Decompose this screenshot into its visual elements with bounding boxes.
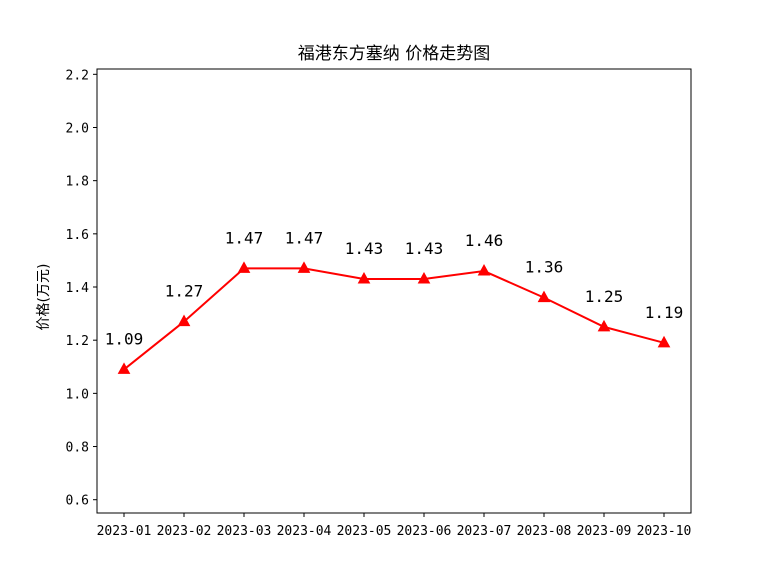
data-label: 1.46 bbox=[465, 231, 504, 250]
x-tick-label: 2023-02 bbox=[157, 524, 212, 539]
series-line bbox=[123, 267, 665, 371]
data-point-marker bbox=[537, 290, 551, 303]
data-label: 1.47 bbox=[285, 228, 324, 247]
y-tick-label: 0.8 bbox=[66, 441, 89, 456]
data-label: 1.25 bbox=[585, 287, 624, 306]
data-point-marker bbox=[297, 261, 311, 273]
y-tick-label: 1.4 bbox=[66, 281, 90, 296]
data-point-marker bbox=[477, 264, 491, 276]
data-label: 1.19 bbox=[645, 303, 684, 322]
data-point-marker bbox=[237, 261, 251, 273]
data-point-marker bbox=[417, 271, 431, 284]
data-label: 1.47 bbox=[225, 228, 264, 247]
x-tick-label: 2023-07 bbox=[457, 524, 512, 539]
data-point-marker bbox=[357, 271, 371, 284]
x-tick-label: 2023-06 bbox=[397, 524, 452, 539]
chart-title: 福港东方塞纳 价格走势图 bbox=[298, 44, 490, 64]
data-point-marker bbox=[597, 319, 611, 332]
y-tick-label: 1.2 bbox=[66, 334, 89, 349]
data-label: 1.27 bbox=[165, 282, 204, 301]
x-tick-label: 2023-08 bbox=[517, 524, 572, 539]
data-point-marker bbox=[657, 335, 671, 348]
y-tick-label: 2.2 bbox=[66, 68, 89, 83]
x-tick-label: 2023-05 bbox=[337, 524, 392, 539]
data-label: 1.43 bbox=[405, 239, 444, 258]
x-tick-label: 2023-09 bbox=[577, 524, 632, 539]
x-tick-label: 2023-01 bbox=[97, 524, 152, 539]
x-tick-label: 2023-10 bbox=[637, 524, 692, 539]
y-axis-label: 价格(万元) bbox=[36, 264, 52, 331]
x-tick-label: 2023-04 bbox=[277, 524, 332, 539]
y-tick-label: 2.0 bbox=[66, 121, 89, 136]
y-tick-label: 0.6 bbox=[66, 494, 89, 509]
y-tick-label: 1.6 bbox=[66, 228, 89, 243]
data-label: 1.43 bbox=[345, 239, 384, 258]
data-point-marker bbox=[117, 362, 131, 374]
y-tick-label: 1.8 bbox=[66, 175, 89, 190]
plot-frame bbox=[96, 68, 692, 514]
data-label: 1.09 bbox=[105, 329, 144, 348]
data-point-marker bbox=[177, 314, 191, 327]
x-tick-label: 2023-03 bbox=[217, 524, 272, 539]
y-axis: 0.6 0.8 1.0 1.2 1.4 1.6 1.8 2.0 2.2 bbox=[66, 68, 97, 509]
plot-area: 1.09 1.27 1.47 1.47 1.43 1.43 1.46 1.36 1.25 1.19 bbox=[105, 228, 684, 374]
y-tick-label: 1.0 bbox=[66, 387, 89, 402]
x-axis: 2023-01 2023-02 2023-03 2023-04 2023-05 2023-… bbox=[97, 513, 692, 539]
data-label: 1.36 bbox=[525, 258, 564, 277]
